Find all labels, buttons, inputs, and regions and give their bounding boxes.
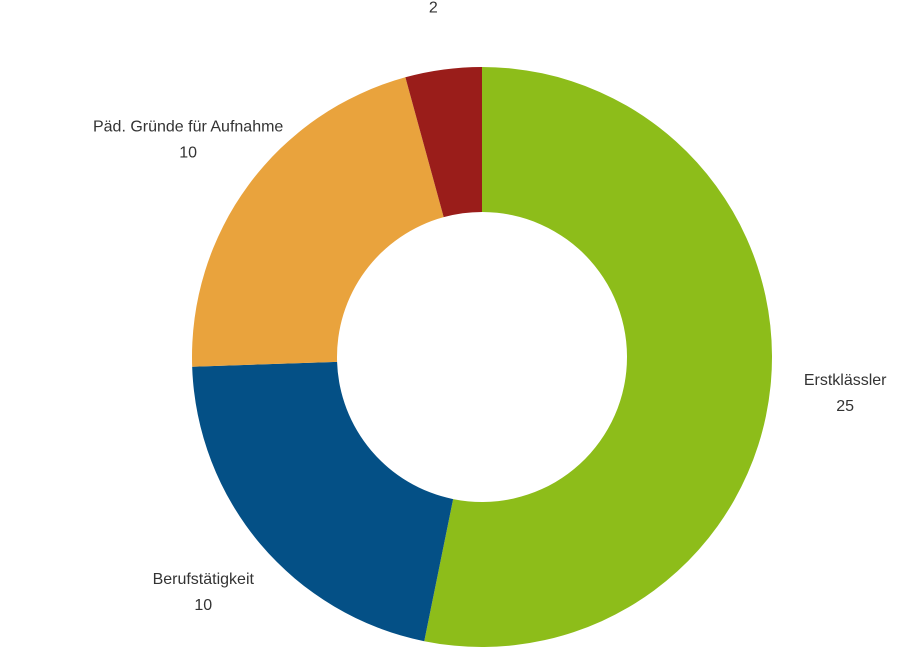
donut-slice	[191, 77, 444, 367]
slice-value: 10	[179, 145, 197, 162]
slice-value: 25	[836, 398, 854, 415]
slice-value: 2	[429, 0, 438, 16]
slice-value: 10	[194, 597, 212, 614]
donut-slice	[424, 67, 772, 647]
slice-label: Berufstätigkeit	[153, 571, 255, 588]
slice-label: Erstklässler	[804, 372, 887, 389]
donut-slice	[405, 67, 482, 218]
donut-slice	[192, 361, 454, 642]
slice-label: Päd. Gründe für Aufnahme	[93, 119, 283, 136]
